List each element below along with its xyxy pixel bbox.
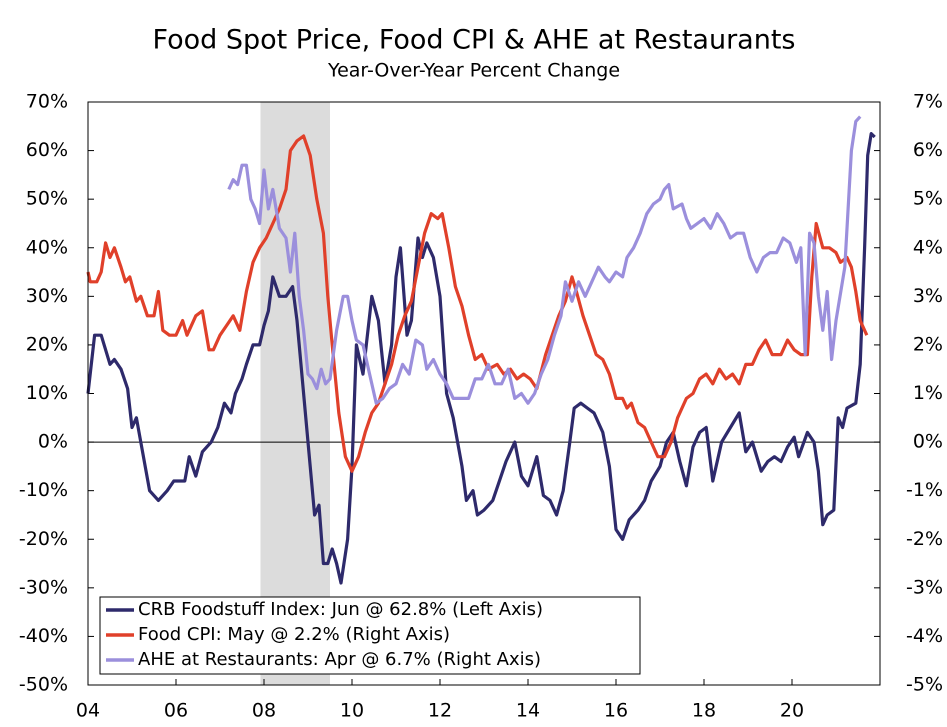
y2-tick-label: -1%: [906, 479, 943, 501]
y2-tick-label: 4%: [913, 236, 943, 258]
x-tick-label: 08: [252, 700, 276, 722]
legend-label: CRB Foodstuff Index: Jun @ 62.8% (Left A…: [138, 599, 543, 620]
y2-tick-label: -3%: [906, 576, 943, 598]
y2-tick-label: -2%: [906, 528, 943, 550]
x-tick-label: 04: [76, 700, 100, 722]
legend-box: [99, 596, 641, 675]
y2-tick-label: 1%: [913, 382, 943, 404]
x-tick-label: 12: [428, 700, 452, 722]
y2-tick-label: 0%: [913, 431, 943, 453]
y2-tick-label: 5%: [913, 188, 943, 210]
chart-title: Food Spot Price, Food CPI & AHE at Resta…: [153, 25, 796, 56]
y-tick-label: 30%: [26, 285, 68, 307]
y-tick-label: 0%: [38, 431, 68, 453]
y-tick-label: -50%: [19, 674, 68, 696]
y2-tick-label: 2%: [913, 333, 943, 355]
y2-tick-label: 6%: [913, 139, 943, 161]
legend-label: Food CPI: May @ 2.2% (Right Axis): [138, 624, 450, 645]
y-tick-label: -30%: [19, 576, 68, 598]
legend-label: AHE at Restaurants: Apr @ 6.7% (Right Ax…: [138, 649, 541, 670]
y-tick-label: -40%: [19, 625, 68, 647]
y-tick-label: 50%: [26, 188, 68, 210]
y2-tick-label: 3%: [913, 285, 943, 307]
y-tick-label: -20%: [19, 528, 68, 550]
y-tick-label: 70%: [26, 91, 68, 113]
y-tick-label: 40%: [26, 236, 68, 258]
x-tick-label: 06: [164, 700, 188, 722]
plot-frame: [87, 101, 881, 686]
y2-tick-label: -4%: [906, 625, 943, 647]
x-tick-label: 14: [516, 700, 540, 722]
y2-tick-label: 7%: [913, 91, 943, 113]
x-tick-label: 16: [604, 700, 628, 722]
y-tick-label: 20%: [26, 333, 68, 355]
y-tick-label: -10%: [19, 479, 68, 501]
series-line: [86, 132, 876, 585]
x-tick-label: 10: [340, 700, 364, 722]
chart-subtitle: Year-Over-Year Percent Change: [327, 60, 620, 82]
y-tick-label: 60%: [26, 139, 68, 161]
x-tick-label: 20: [780, 700, 804, 722]
x-tick-label: 18: [692, 700, 716, 722]
y2-tick-label: -5%: [906, 674, 943, 696]
series-line: [86, 134, 869, 473]
y-tick-label: 10%: [26, 382, 68, 404]
series-line: [227, 115, 862, 405]
